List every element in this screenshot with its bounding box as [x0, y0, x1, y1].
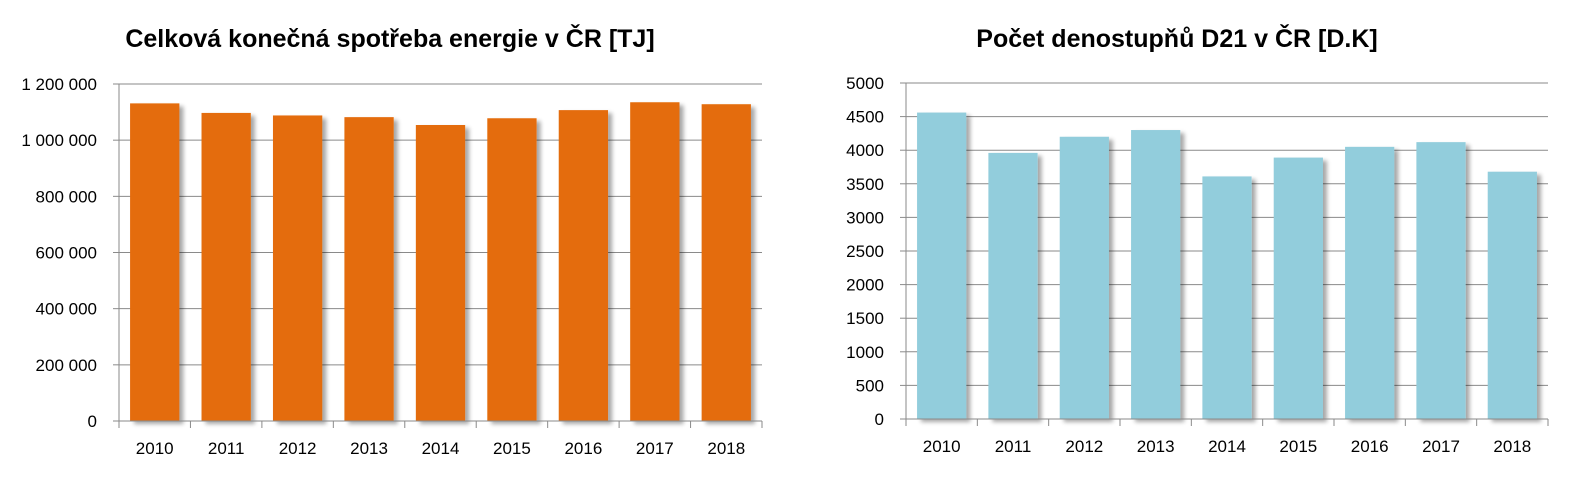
x-tick-label: 2012	[1065, 437, 1103, 456]
bar-2018	[701, 104, 751, 421]
bar-series	[130, 102, 751, 422]
x-tick-label: 2010	[923, 437, 961, 456]
bar-2010	[130, 103, 180, 421]
chart-energy-consumption: Celková konečná spotřeba energie v ČR [T…	[21, 23, 763, 458]
y-tick-label: 200 000	[36, 356, 97, 375]
x-tick-label: 2010	[136, 439, 174, 458]
bar-2012	[272, 115, 323, 421]
y-tick-label: 600 000	[36, 244, 97, 263]
x-tick-labels: 2010 2011 2012 2013 2014 2015 2016 2017 2018	[136, 439, 745, 458]
chart-title: Počet denostupňů D21 v ČR [D.K]	[976, 23, 1377, 53]
y-tick-label: 500	[856, 376, 884, 395]
bar-2015	[487, 118, 537, 422]
bar-2014	[415, 125, 466, 422]
y-tick-label: 1500	[846, 309, 884, 328]
chart-degree-days: Počet denostupňů D21 v ČR [D.K] 0 500 1000…	[846, 23, 1549, 456]
x-tick-label: 2016	[564, 439, 602, 458]
x-tick-labels: 2010 2011 2012 2013 2014 2015 2016 2017 2018	[923, 437, 1531, 456]
y-tick-label: 4000	[846, 141, 884, 160]
bar-2016	[1345, 146, 1395, 419]
bar-2011	[988, 152, 1038, 419]
x-tick-label: 2012	[279, 439, 317, 458]
y-tick-label: 3000	[846, 208, 884, 227]
x-tick-label: 2018	[1493, 437, 1531, 456]
x-tick-label: 2014	[422, 439, 460, 458]
y-tick-label: 2500	[846, 242, 884, 261]
y-tick-label: 2000	[846, 276, 884, 295]
bar-2013	[344, 117, 394, 421]
y-tick-label: 0	[875, 410, 884, 429]
chart-title: Celková konečná spotřeba energie v ČR [T…	[125, 23, 654, 53]
bar-2018	[1487, 171, 1537, 419]
x-tick-label: 2013	[1137, 437, 1175, 456]
x-tick-label: 2014	[1208, 437, 1246, 456]
bar-2016	[558, 110, 609, 422]
bar-2014	[1202, 176, 1252, 419]
bar-2011	[201, 112, 251, 421]
x-tick-label: 2015	[1279, 437, 1317, 456]
y-tick-label: 400 000	[36, 300, 97, 319]
y-tick-label: 800 000	[36, 187, 97, 206]
x-tick-label: 2013	[350, 439, 388, 458]
bar-2012	[1059, 136, 1109, 419]
y-tick-label: 1 200 000	[21, 75, 97, 94]
y-tick-labels: 0 500 1000 1500 2000 2500 3000 3500 4000 4500 5000	[846, 74, 884, 429]
bar-2015	[1273, 157, 1323, 420]
x-tick-label: 2011	[208, 439, 245, 458]
bar-series	[917, 112, 1537, 420]
y-tick-label: 3500	[846, 175, 884, 194]
y-tick-labels: 0 200 000 400 000 600 000 800 000 1 000 000 1 …	[21, 75, 97, 431]
x-tick-label: 2018	[707, 439, 745, 458]
x-tick-label: 2015	[493, 439, 531, 458]
x-axis	[118, 84, 763, 428]
bar-2013	[1131, 130, 1181, 420]
x-tick-label: 2016	[1351, 437, 1389, 456]
x-axis	[905, 83, 1549, 426]
y-tick-label: 1000	[846, 343, 884, 362]
x-tick-label: 2011	[995, 437, 1032, 456]
x-tick-label: 2017	[1422, 437, 1460, 456]
y-tick-label: 4500	[846, 108, 884, 127]
x-tick-label: 2017	[636, 439, 674, 458]
y-tick-label: 1 000 000	[21, 131, 97, 150]
bar-2017	[630, 102, 680, 422]
bar-2017	[1416, 142, 1466, 420]
y-tick-label: 0	[88, 412, 97, 431]
y-tick-label: 5000	[846, 74, 884, 93]
bar-2010	[917, 112, 967, 420]
